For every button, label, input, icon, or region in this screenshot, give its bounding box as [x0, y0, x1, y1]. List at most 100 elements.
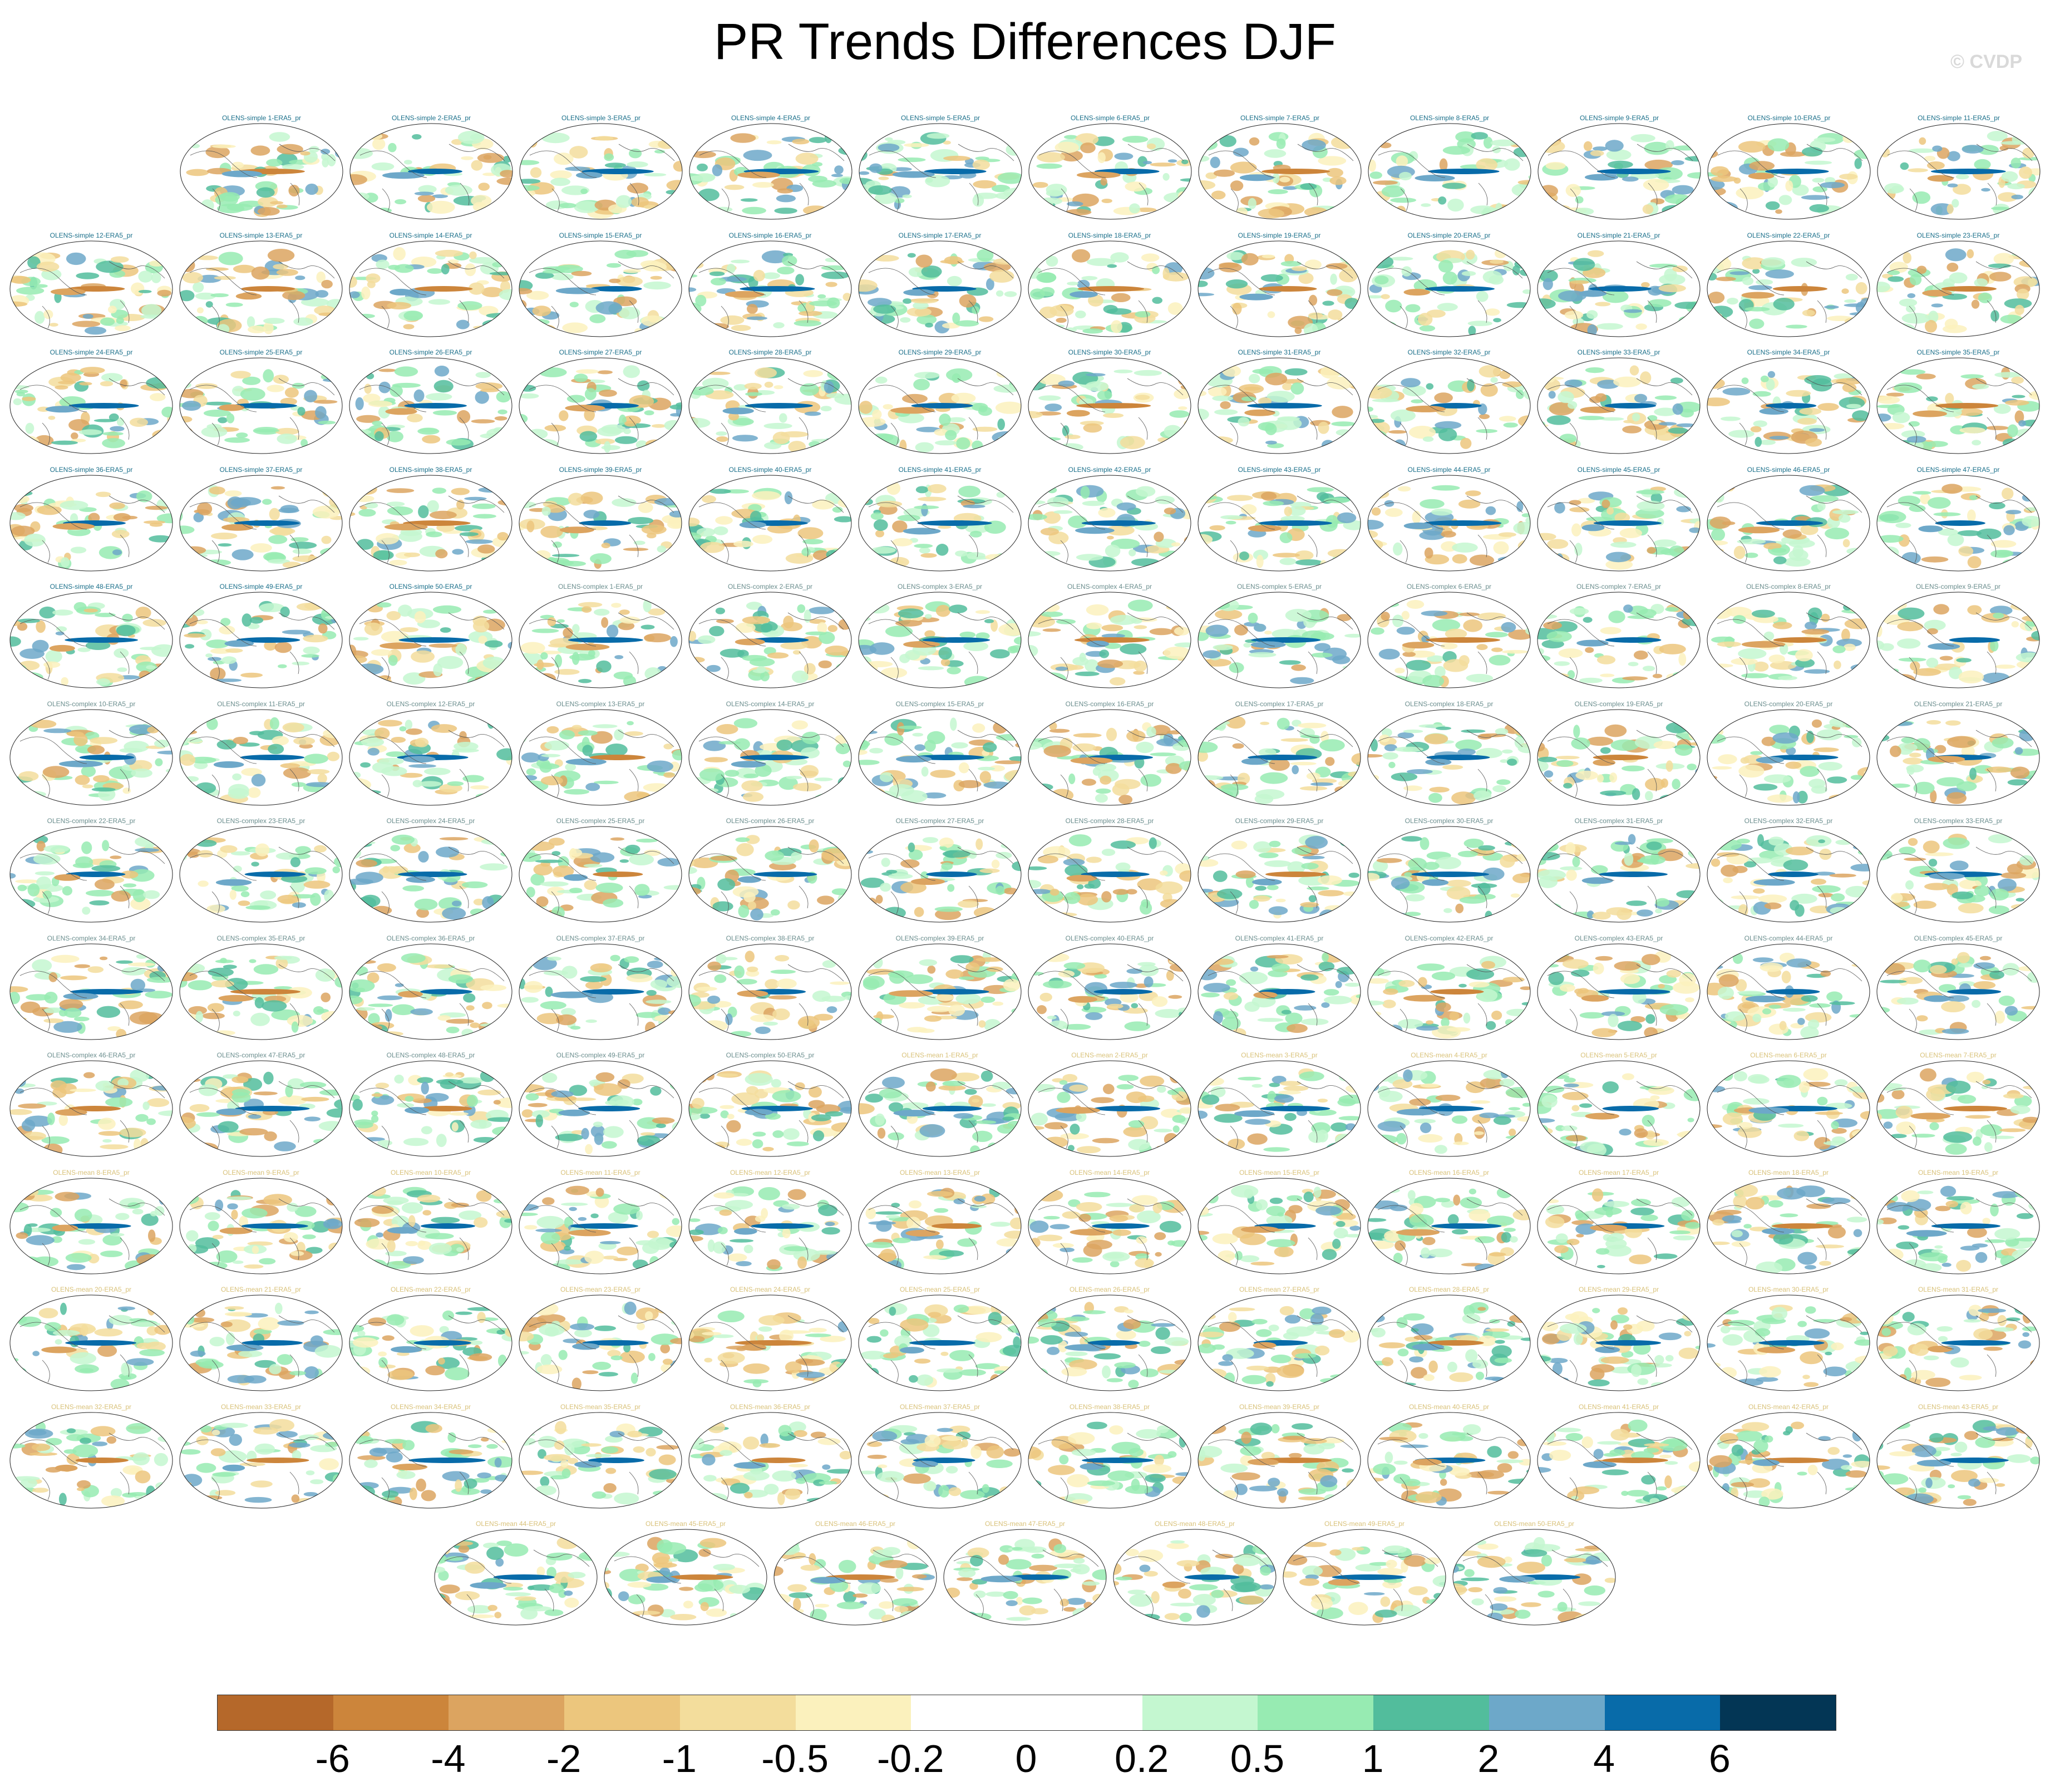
world-map — [519, 357, 682, 454]
map-panel: OLENS-complex 31-ERA5_pr — [1536, 817, 1701, 926]
world-map — [858, 709, 1022, 805]
panel-title: OLENS-mean 32-ERA5_pr — [51, 1402, 132, 1411]
map-panel: OLENS-complex 21-ERA5_pr — [1876, 700, 2041, 809]
map-panel: OLENS-mean 47-ERA5_pr — [943, 1520, 1107, 1629]
world-map — [1877, 123, 2041, 220]
map-panel: OLENS-complex 29-ERA5_pr — [1197, 817, 1362, 926]
panel-title: OLENS-simple 15-ERA5_pr — [559, 231, 642, 239]
map-panel: OLENS-simple 34-ERA5_pr — [1706, 348, 1871, 457]
world-map — [688, 357, 852, 454]
panel-title: OLENS-mean 35-ERA5_pr — [560, 1402, 641, 1411]
map-panel: OLENS-simple 18-ERA5_pr — [1027, 232, 1192, 341]
panel-title: OLENS-simple 40-ERA5_pr — [728, 465, 812, 474]
panel-title: OLENS-complex 46-ERA5_pr — [47, 1051, 136, 1059]
world-map — [1537, 943, 1701, 1040]
map-panel: OLENS-simple 14-ERA5_pr — [348, 232, 513, 341]
panel-title: OLENS-simple 46-ERA5_pr — [1747, 465, 1830, 474]
map-panel: OLENS-complex 23-ERA5_pr — [179, 817, 343, 926]
world-map — [1707, 1294, 1870, 1391]
panel-title: OLENS-simple 41-ERA5_pr — [898, 465, 982, 474]
map-panel: OLENS-mean 50-ERA5_pr — [1452, 1520, 1617, 1629]
map-panel: OLENS-mean 3-ERA5_pr — [1197, 1051, 1362, 1160]
panel-title: OLENS-complex 8-ERA5_pr — [1746, 583, 1831, 590]
map-panel: OLENS-simple 38-ERA5_pr — [348, 466, 513, 575]
world-map — [1198, 826, 1361, 923]
map-panel: OLENS-complex 34-ERA5_pr — [9, 934, 174, 1043]
map-panel: OLENS-complex 2-ERA5_pr — [688, 583, 852, 692]
colorbar-swatch — [1027, 1695, 1143, 1730]
panel-title: OLENS-simple 31-ERA5_pr — [1238, 348, 1321, 356]
map-panel: OLENS-complex 3-ERA5_pr — [858, 583, 1022, 692]
map-panel: OLENS-simple 29-ERA5_pr — [858, 348, 1022, 457]
panel-title: OLENS-mean 41-ERA5_pr — [1578, 1402, 1659, 1411]
panel-title: OLENS-mean 47-ERA5_pr — [984, 1520, 1066, 1528]
map-panel: OLENS-complex 38-ERA5_pr — [688, 934, 852, 1043]
panel-title: OLENS-simple 45-ERA5_pr — [1577, 465, 1660, 474]
world-map — [179, 826, 343, 923]
world-map — [1537, 240, 1701, 337]
map-panel: OLENS-mean 23-ERA5_pr — [518, 1286, 683, 1395]
panel-title: OLENS-mean 48-ERA5_pr — [1154, 1520, 1235, 1528]
panel-title: OLENS-simple 30-ERA5_pr — [1068, 348, 1151, 356]
panel-title: OLENS-complex 41-ERA5_pr — [1235, 934, 1324, 942]
panel-title: OLENS-mean 8-ERA5_pr — [53, 1168, 130, 1176]
world-map — [519, 943, 682, 1040]
map-panel: OLENS-simple 37-ERA5_pr — [179, 466, 343, 575]
map-panel: OLENS-mean 44-ERA5_pr — [433, 1520, 598, 1629]
map-panel: OLENS-simple 41-ERA5_pr — [858, 466, 1022, 575]
map-panel: OLENS-simple 16-ERA5_pr — [688, 232, 852, 341]
world-map — [519, 709, 682, 805]
map-panel: OLENS-complex 9-ERA5_pr — [1876, 583, 2041, 692]
map-panel: OLENS-complex 16-ERA5_pr — [1027, 700, 1192, 809]
world-map — [1537, 826, 1701, 923]
map-panel: OLENS-complex 28-ERA5_pr — [1027, 817, 1192, 926]
panel-title: OLENS-mean 9-ERA5_pr — [223, 1168, 299, 1176]
map-panel: OLENS-complex 14-ERA5_pr — [688, 700, 852, 809]
colorbar-tick-label: 2 — [1477, 1737, 1500, 1780]
world-map — [1028, 826, 1191, 923]
world-map — [1876, 709, 2040, 805]
panel-title: OLENS-mean 27-ERA5_pr — [1239, 1286, 1320, 1293]
panel-title: OLENS-complex 3-ERA5_pr — [897, 583, 983, 590]
world-map — [1537, 709, 1701, 805]
panel-title: OLENS-simple 29-ERA5_pr — [898, 348, 982, 356]
panel-title: OLENS-simple 28-ERA5_pr — [728, 348, 812, 356]
world-map — [858, 826, 1022, 923]
world-map — [1707, 475, 1870, 571]
world-map — [519, 475, 682, 571]
map-panel: OLENS-simple 43-ERA5_pr — [1197, 466, 1362, 575]
panel-title: OLENS-complex 34-ERA5_pr — [47, 934, 136, 942]
world-map — [1876, 592, 2040, 688]
panel-title: OLENS-complex 28-ERA5_pr — [1065, 817, 1154, 825]
map-panel: OLENS-simple 28-ERA5_pr — [688, 348, 852, 457]
world-map — [1707, 826, 1870, 923]
map-panel: OLENS-complex 20-ERA5_pr — [1706, 700, 1871, 809]
panel-title: OLENS-complex 20-ERA5_pr — [1744, 700, 1833, 708]
panel-title: OLENS-mean 4-ERA5_pr — [1411, 1051, 1487, 1059]
world-map — [519, 1294, 682, 1391]
panel-title: OLENS-mean 38-ERA5_pr — [1069, 1402, 1150, 1411]
world-map — [773, 1529, 937, 1626]
map-panel: OLENS-complex 8-ERA5_pr — [1706, 583, 1871, 692]
world-map — [1367, 943, 1531, 1040]
map-panel: OLENS-simple 11-ERA5_pr — [1876, 114, 2041, 223]
panel-title: OLENS-complex 4-ERA5_pr — [1067, 583, 1152, 590]
world-map — [179, 240, 343, 337]
panel-title: OLENS-complex 10-ERA5_pr — [47, 700, 136, 708]
panel-title: OLENS-mean 11-ERA5_pr — [560, 1168, 640, 1176]
world-map — [9, 1178, 173, 1274]
panel-title: OLENS-simple 26-ERA5_pr — [389, 348, 472, 356]
panel-title: OLENS-mean 44-ERA5_pr — [475, 1520, 556, 1528]
panel-title: OLENS-mean 25-ERA5_pr — [899, 1286, 980, 1293]
panel-title: OLENS-complex 47-ERA5_pr — [216, 1051, 305, 1059]
world-map — [858, 592, 1022, 688]
map-panel: OLENS-mean 21-ERA5_pr — [179, 1286, 343, 1395]
world-map — [179, 1412, 343, 1508]
map-panel: OLENS-complex 33-ERA5_pr — [1876, 817, 2041, 926]
map-panel: OLENS-complex 42-ERA5_pr — [1367, 934, 1531, 1043]
world-map — [1283, 1529, 1446, 1626]
map-panel: OLENS-mean 39-ERA5_pr — [1197, 1403, 1362, 1512]
world-map — [1367, 592, 1531, 688]
colorbar-swatch — [1142, 1695, 1258, 1730]
map-panel: OLENS-complex 12-ERA5_pr — [348, 700, 513, 809]
